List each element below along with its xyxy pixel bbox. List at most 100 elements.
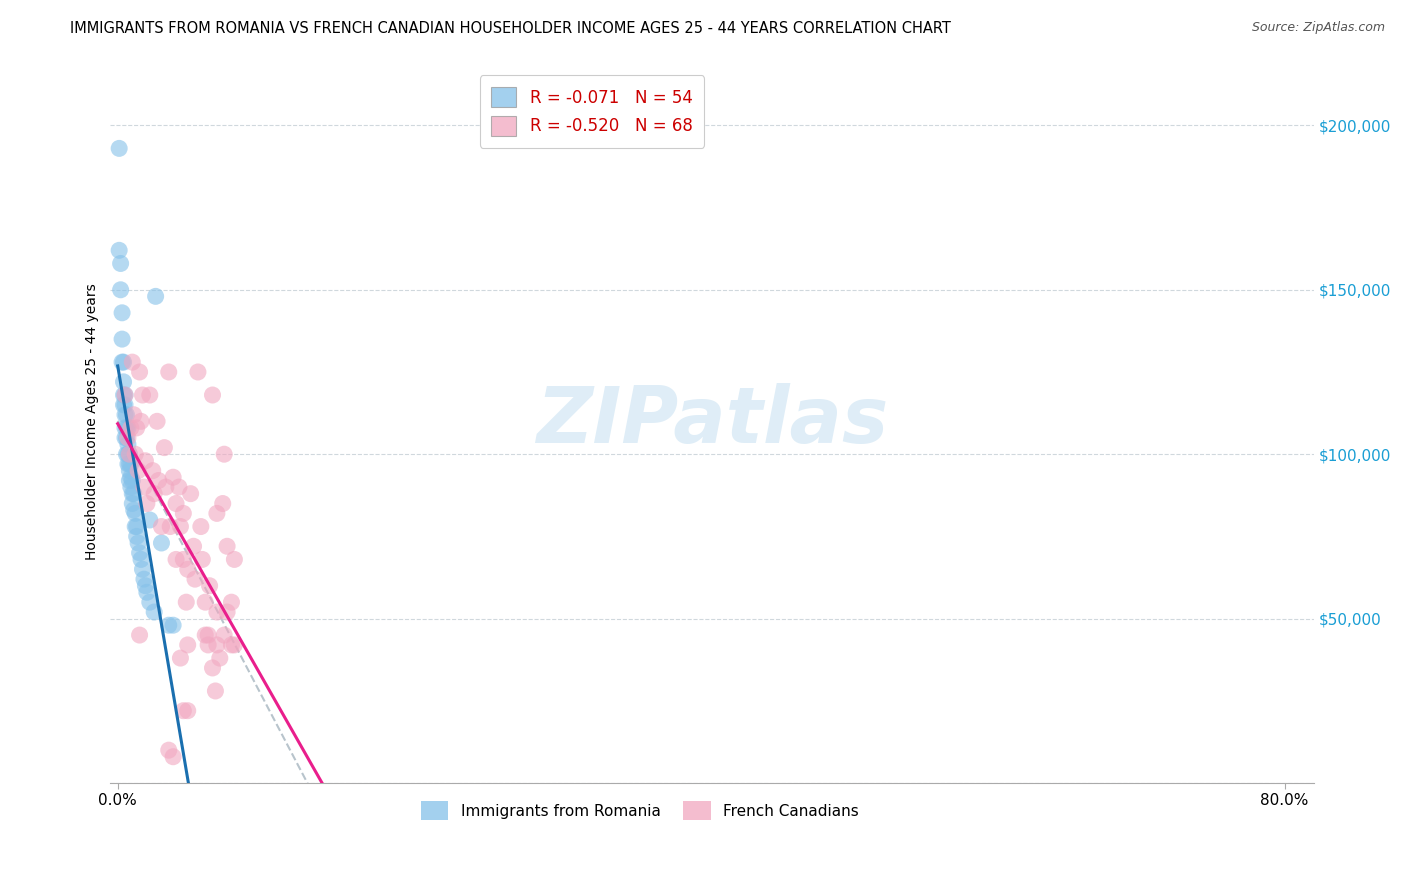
- Point: [167, 480, 190, 494]
- Point: [117, 437, 139, 451]
- Point: [157, 365, 180, 379]
- Point: [108, 244, 131, 258]
- Text: IMMIGRANTS FROM ROMANIA VS FRENCH CANADIAN HOUSEHOLDER INCOME AGES 25 - 44 YEARS: IMMIGRANTS FROM ROMANIA VS FRENCH CANADI…: [70, 21, 952, 36]
- Point: [177, 638, 200, 652]
- Point: [157, 618, 180, 632]
- Point: [124, 447, 146, 461]
- Point: [201, 388, 224, 402]
- Point: [110, 283, 132, 297]
- Point: [183, 539, 205, 553]
- Point: [115, 408, 138, 422]
- Point: [153, 441, 176, 455]
- Point: [201, 661, 224, 675]
- Y-axis label: Householder Income Ages 25 - 44 years: Householder Income Ages 25 - 44 years: [86, 283, 100, 559]
- Point: [118, 474, 141, 488]
- Point: [191, 552, 214, 566]
- Point: [131, 388, 153, 402]
- Point: [114, 431, 136, 445]
- Point: [122, 486, 145, 500]
- Point: [120, 480, 142, 494]
- Point: [142, 464, 165, 478]
- Point: [155, 480, 177, 494]
- Point: [118, 447, 141, 461]
- Point: [114, 388, 136, 402]
- Point: [150, 536, 173, 550]
- Point: [115, 431, 138, 445]
- Point: [112, 375, 135, 389]
- Point: [198, 579, 221, 593]
- Point: [165, 496, 187, 510]
- Point: [172, 552, 194, 566]
- Point: [117, 421, 139, 435]
- Point: [169, 519, 191, 533]
- Point: [194, 595, 217, 609]
- Point: [205, 638, 228, 652]
- Point: [148, 474, 170, 488]
- Point: [217, 539, 239, 553]
- Point: [135, 585, 157, 599]
- Point: [117, 431, 139, 445]
- Point: [128, 628, 150, 642]
- Point: [208, 651, 231, 665]
- Point: [120, 457, 142, 471]
- Point: [205, 507, 228, 521]
- Point: [112, 388, 135, 402]
- Point: [114, 408, 136, 422]
- Point: [205, 605, 228, 619]
- Point: [143, 605, 166, 619]
- Point: [128, 546, 150, 560]
- Point: [157, 743, 180, 757]
- Point: [224, 638, 246, 652]
- Point: [187, 365, 209, 379]
- Point: [190, 519, 212, 533]
- Point: [139, 388, 162, 402]
- Point: [169, 651, 191, 665]
- Point: [197, 628, 219, 642]
- Point: [115, 421, 138, 435]
- Point: [194, 628, 217, 642]
- Point: [112, 398, 135, 412]
- Point: [135, 496, 157, 510]
- Point: [129, 552, 152, 566]
- Point: [121, 486, 143, 500]
- Legend: Immigrants from Romania, French Canadians: Immigrants from Romania, French Canadian…: [415, 795, 865, 826]
- Text: ZIPatlas: ZIPatlas: [536, 384, 889, 459]
- Point: [212, 628, 235, 642]
- Text: Source: ZipAtlas.com: Source: ZipAtlas.com: [1251, 21, 1385, 34]
- Point: [111, 306, 134, 320]
- Point: [217, 605, 239, 619]
- Point: [224, 552, 246, 566]
- Point: [125, 421, 148, 435]
- Point: [121, 496, 143, 510]
- Point: [127, 464, 149, 478]
- Point: [118, 464, 141, 478]
- Point: [159, 519, 181, 533]
- Point: [114, 421, 136, 435]
- Point: [115, 447, 138, 461]
- Point: [120, 421, 142, 435]
- Point: [180, 486, 202, 500]
- Point: [146, 414, 169, 428]
- Point: [121, 474, 143, 488]
- Point: [124, 507, 146, 521]
- Point: [165, 552, 187, 566]
- Point: [124, 519, 146, 533]
- Point: [111, 332, 134, 346]
- Point: [120, 470, 142, 484]
- Point: [118, 457, 141, 471]
- Point: [184, 572, 207, 586]
- Point: [110, 256, 132, 270]
- Point: [114, 388, 136, 402]
- Point: [177, 562, 200, 576]
- Point: [139, 595, 162, 609]
- Point: [129, 414, 152, 428]
- Point: [127, 536, 149, 550]
- Point: [111, 355, 134, 369]
- Point: [143, 486, 166, 500]
- Point: [174, 595, 197, 609]
- Point: [134, 579, 156, 593]
- Point: [150, 519, 173, 533]
- Point: [125, 519, 148, 533]
- Point: [121, 355, 143, 369]
- Point: [211, 496, 233, 510]
